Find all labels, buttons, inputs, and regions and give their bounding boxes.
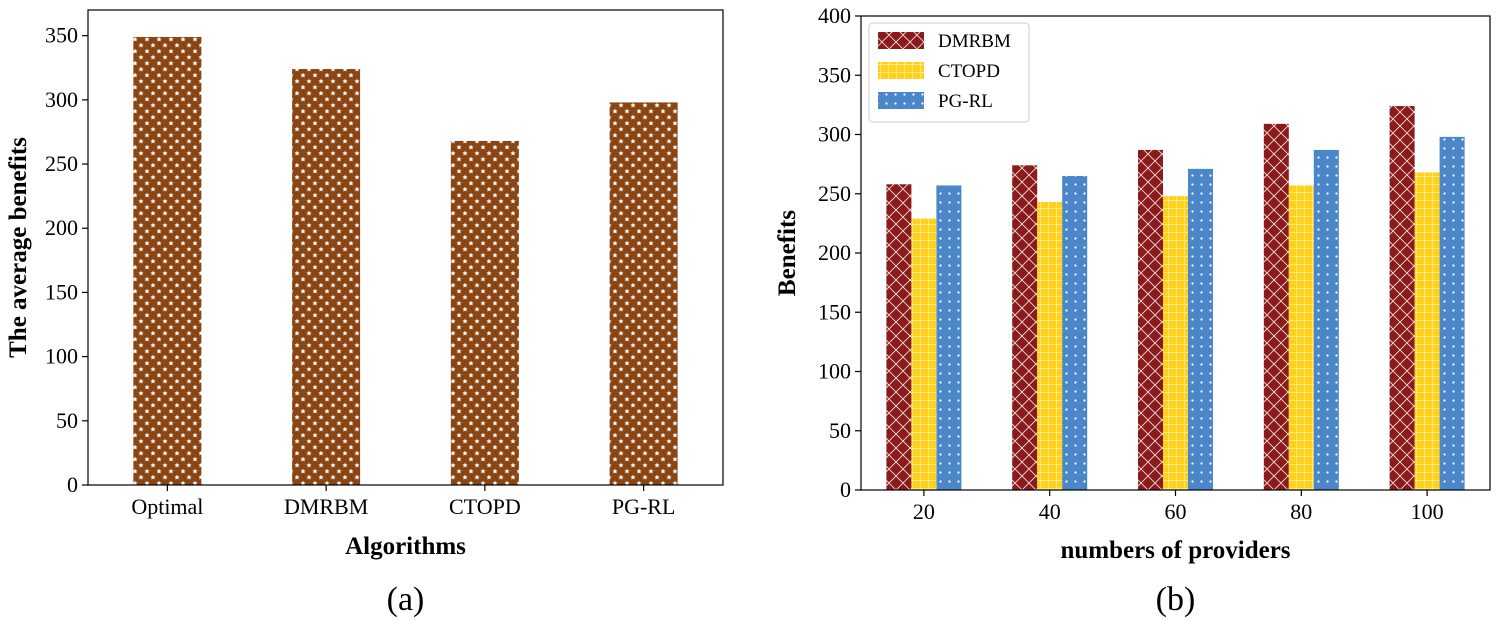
y-tick-label: 400: [818, 3, 851, 28]
bar-optimal: [133, 36, 202, 485]
bar-ctopd-20: [911, 218, 937, 490]
x-tick-label: 40: [1039, 499, 1061, 524]
caption-a: (a): [387, 581, 425, 618]
x-axis-title: numbers of providers: [1060, 537, 1290, 564]
legend-swatch-pg-rl: [878, 92, 924, 109]
bar-dmrbm-80: [1263, 123, 1289, 491]
y-tick-label: 150: [45, 279, 78, 304]
bar-pg-rl-100: [1439, 136, 1465, 490]
bar-ctopd-100: [1414, 172, 1440, 491]
y-tick-label: 50: [56, 408, 78, 433]
y-tick-label: 250: [45, 151, 78, 176]
bar-ctopd: [450, 140, 519, 485]
bar-pg-rl: [609, 102, 678, 485]
x-tick-label: PG-RL: [612, 494, 676, 519]
y-tick-label: 150: [818, 299, 851, 324]
y-tick-label: 350: [818, 62, 851, 87]
y-tick-label: 300: [45, 87, 78, 112]
y-tick-label: 350: [45, 23, 78, 48]
legend-swatch-ctopd: [878, 62, 924, 79]
x-tick-label: Optimal: [131, 494, 203, 519]
y-tick-label: 0: [67, 472, 78, 497]
bar-dmrbm-20: [886, 184, 912, 490]
bar-ctopd-60: [1163, 196, 1188, 490]
y-tick-label: 50: [829, 418, 851, 443]
bar-pg-rl-20: [936, 185, 962, 490]
x-tick-label: 20: [913, 499, 935, 524]
bar-dmrbm-60: [1138, 149, 1163, 490]
caption-b: (b): [1156, 581, 1196, 618]
legend-label: CTOPD: [938, 61, 1000, 82]
plot-frame: [860, 15, 1491, 491]
x-axis-title: Algorithms: [345, 533, 466, 560]
x-tick-label: 60: [1165, 499, 1187, 524]
bar-ctopd-80: [1288, 185, 1314, 490]
chart-a: Optimal DMRBM CTOPD PG-RL 0 50 100 150 200 250 300…: [5, 9, 724, 618]
bar-pg-rl-60: [1188, 168, 1213, 491]
legend-label: DMRBM: [938, 31, 1011, 52]
y-axis-title: The average benefits: [5, 137, 32, 358]
y-tick-label: 100: [45, 344, 78, 369]
bar-pg-rl-40: [1062, 175, 1088, 490]
legend-label: PG-RL: [938, 91, 993, 112]
bar-pg-rl-80: [1313, 149, 1339, 490]
x-tick-label: 80: [1290, 499, 1312, 524]
x-tick-label: 100: [1411, 499, 1444, 524]
legend-swatch-dmrbm: [878, 32, 924, 49]
chart-b: 20 40 60 80 100 0 50 100 150 200 250 300 350 400 DMRBM…: [774, 3, 1491, 618]
y-tick-label: 100: [818, 359, 851, 384]
x-tick-label: CTOPD: [449, 494, 521, 519]
bar-dmrbm-40: [1012, 165, 1038, 490]
bar-ctopd-40: [1037, 202, 1063, 491]
y-tick-label: 250: [818, 181, 851, 206]
plot-frame: [87, 9, 724, 486]
y-axis-title: Benefits: [774, 210, 801, 296]
y-tick-label: 200: [818, 240, 851, 265]
x-tick-label: DMRBM: [284, 494, 368, 519]
y-tick-label: 300: [818, 122, 851, 147]
legend: DMRBM CTOPD PG-RL: [868, 22, 1030, 123]
y-tick-label: 200: [45, 215, 78, 240]
bar-dmrbm: [292, 69, 361, 486]
y-tick-label: 0: [840, 477, 851, 502]
bar-dmrbm-100: [1389, 106, 1415, 490]
